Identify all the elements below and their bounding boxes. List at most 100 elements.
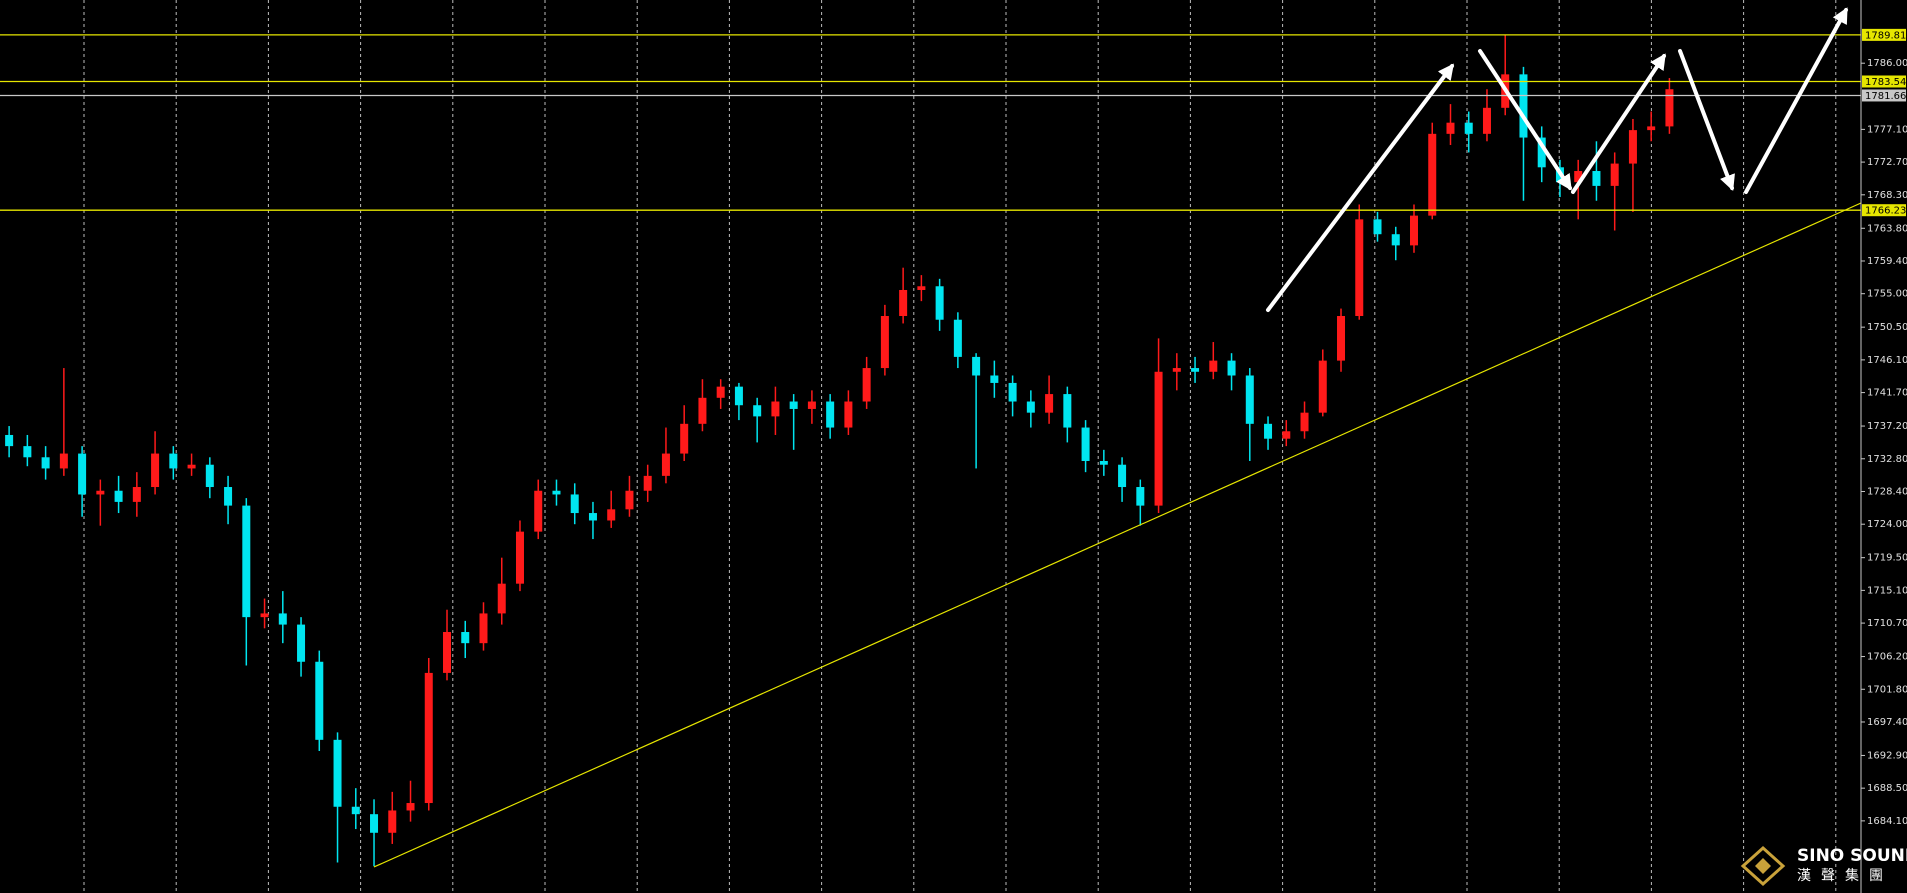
candle-body — [1428, 133, 1437, 216]
y-tick-label: 1741.70 — [1867, 388, 1907, 399]
candle-body — [917, 286, 926, 290]
candle-body — [680, 423, 689, 454]
y-tick-label: 1750.50 — [1867, 322, 1907, 333]
candle-body — [880, 316, 889, 369]
candle-body — [315, 661, 324, 740]
candle-body — [1318, 360, 1327, 413]
candle-body — [643, 475, 652, 491]
y-tick-label: 1688.50 — [1867, 783, 1907, 794]
y-tick-label: 1772.70 — [1867, 157, 1907, 168]
arrow — [1744, 7, 1848, 194]
price-axis: 1786.00 1777.10 1772.70 1768.30 1763.80 1759.… — [1860, 0, 1907, 893]
y-tick-label: 1719.50 — [1867, 553, 1907, 564]
candle-body — [1391, 234, 1400, 246]
candle-body — [972, 356, 981, 376]
candle-body — [461, 632, 470, 644]
candle-body — [23, 446, 32, 458]
candle-body — [625, 490, 634, 510]
arrow — [1266, 63, 1454, 312]
arrow — [1571, 53, 1666, 194]
candle-body — [588, 513, 597, 521]
brand: SINO SOUND — [1797, 846, 1907, 866]
trendline — [373, 202, 1862, 868]
candle-body — [734, 386, 743, 406]
candle-body — [351, 806, 360, 815]
candle-body — [771, 401, 780, 417]
y-tick-label: 1768.30 — [1867, 190, 1907, 201]
candle-body — [826, 401, 835, 428]
candle-body — [1099, 460, 1108, 465]
candle-body — [278, 613, 287, 625]
candle-body — [716, 386, 725, 398]
candle-body — [570, 494, 579, 514]
y-tick-label: 1732.80 — [1867, 454, 1907, 465]
y-tick-label: 1777.10 — [1867, 124, 1907, 135]
forecast-arrows — [1266, 7, 1848, 312]
y-tick-label: 1697.40 — [1867, 717, 1907, 728]
y-tick-label: 1706.20 — [1867, 652, 1907, 663]
price-level-tag — [1862, 28, 1906, 41]
y-tick-label: 1684.10 — [1867, 816, 1907, 827]
y-tick-label: 1737.20 — [1867, 421, 1907, 432]
price-level-tag — [1862, 204, 1906, 217]
watermark: SINO SOUND 漢聲集團 — [1740, 845, 1907, 887]
candle-body — [1154, 371, 1163, 506]
arrow — [1678, 49, 1735, 191]
price-level-label: 1766.23 — [1865, 206, 1906, 217]
candle-body — [1172, 368, 1181, 372]
candle-body — [789, 401, 798, 409]
candle-body — [1537, 137, 1546, 168]
candle-body — [1227, 360, 1236, 376]
candle-body — [388, 810, 397, 833]
candle-body — [169, 453, 178, 469]
candle-body — [1464, 122, 1473, 134]
candle-body — [370, 814, 379, 833]
candle-body — [1300, 412, 1309, 432]
brand-cn: 漢聲集團 — [1797, 867, 1893, 884]
candle-body — [151, 453, 160, 488]
candle-body — [260, 613, 269, 618]
candle-body — [187, 464, 196, 469]
logo — [1740, 845, 1786, 887]
candle-body — [1045, 394, 1054, 413]
candle-body — [205, 464, 214, 488]
plot-area — [0, 34, 1862, 868]
candle-body — [5, 434, 14, 447]
candle-body — [753, 405, 762, 417]
candle-body — [132, 487, 141, 502]
candle-body — [534, 490, 543, 532]
candle-body — [1446, 122, 1455, 134]
price-level-label: 1783.54 — [1865, 77, 1906, 88]
candle-body — [333, 739, 342, 807]
y-tick-label: 1746.10 — [1867, 355, 1907, 366]
y-tick-label: 1763.80 — [1867, 223, 1907, 234]
candle-body — [1282, 431, 1291, 439]
candle-body — [862, 368, 871, 402]
price-level-label: 1781.66 — [1865, 91, 1906, 102]
candle-body — [1026, 401, 1035, 413]
candle-body — [661, 453, 670, 476]
y-tick-label: 1701.80 — [1867, 684, 1907, 695]
y-tick-label: 1724.00 — [1867, 519, 1907, 530]
candle-body — [41, 457, 50, 469]
candle-body — [1519, 74, 1528, 138]
candle-body — [1191, 368, 1200, 372]
candle-body — [1647, 126, 1656, 131]
candle-body — [1482, 107, 1491, 134]
candle-body — [990, 375, 999, 383]
arrow — [1478, 49, 1572, 191]
y-tick-label: 1692.90 — [1867, 750, 1907, 761]
candle-body — [552, 490, 561, 495]
candle-body — [443, 632, 452, 673]
candle-body — [899, 289, 908, 317]
y-tick-label: 1710.70 — [1867, 618, 1907, 629]
candle-body — [114, 490, 123, 502]
candle-body — [1081, 427, 1090, 461]
y-tick-label: 1715.10 — [1867, 585, 1907, 596]
candle-body — [297, 624, 306, 662]
candle-body — [497, 583, 506, 614]
candle-body — [1245, 375, 1254, 424]
candle-body — [1574, 171, 1583, 183]
candle-body — [406, 803, 415, 811]
candle-body — [224, 487, 233, 506]
